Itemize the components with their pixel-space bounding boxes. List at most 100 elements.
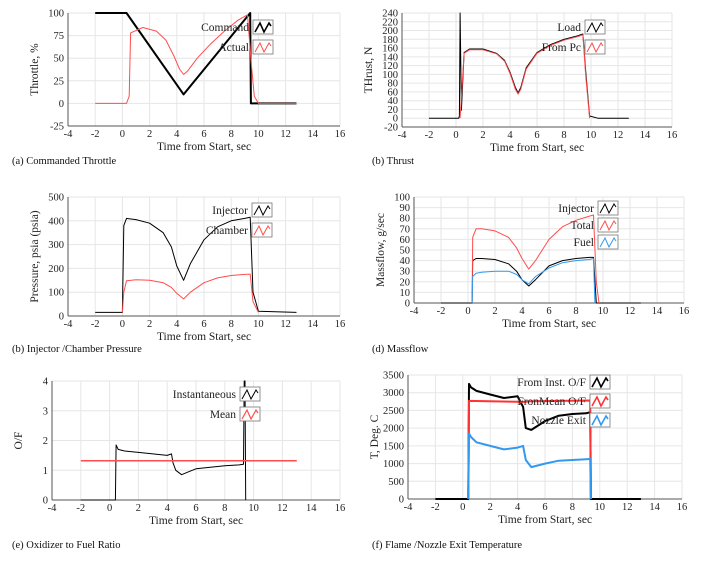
y-tick-label: 3500: [383, 371, 404, 382]
x-tick-label: 6: [201, 319, 206, 330]
chart-panel-3: -4 -2 0 2 4 6 8 10 12 14 16 0 100 200 300 400 500 Time fr…: [29, 193, 345, 344]
y-tick-label: 3000: [383, 388, 404, 399]
legend-label: Injector: [558, 203, 594, 215]
panel-caption: (f) Flame /Nozzle Exit Temperature: [372, 540, 523, 551]
legend-swatch: [586, 41, 604, 54]
x-tick-label: -4: [48, 503, 57, 514]
chart-panel-6: -4 -2 0 2 4 6 8 10 12 14 16 0 500 1000 1500 2000 2500 300…: [369, 371, 687, 527]
y-axis-label: THrust, N: [363, 46, 375, 93]
legend-label: Instantaneous: [173, 389, 237, 401]
legend-swatch: [241, 408, 259, 421]
x-tick-label: 4: [519, 306, 525, 317]
y-tick-label: 100: [48, 9, 64, 20]
legend-swatch: [599, 219, 617, 232]
x-tick-label: 12: [613, 130, 624, 141]
legend-label: Actual: [218, 42, 249, 54]
x-tick-label: 16: [335, 319, 346, 330]
panel-caption: (d) Massflow: [372, 344, 429, 355]
series-line-2: [95, 14, 297, 104]
y-tick-label: 25: [54, 76, 65, 87]
series-line-1: [435, 382, 641, 500]
x-tick-label: 0: [453, 130, 458, 141]
x-tick-label: 12: [277, 503, 288, 514]
y-tick-label: 90: [400, 203, 411, 214]
legend-swatch-box: [252, 19, 274, 35]
y-axis-label: Pressure, psia (psia): [29, 210, 41, 302]
x-tick-label: 14: [306, 503, 317, 514]
x-tick-label: 14: [640, 130, 651, 141]
x-tick-label: 4: [515, 502, 521, 513]
y-tick-label: 140: [382, 52, 398, 63]
x-tick-label: 12: [280, 129, 291, 140]
legend-label: Mean: [210, 409, 236, 421]
x-tick-label: 6: [546, 306, 551, 317]
legend-swatch-box: [597, 217, 619, 233]
x-tick-label: -4: [404, 502, 413, 513]
x-tick-label: 6: [193, 503, 198, 514]
y-tick-label: 200: [382, 26, 398, 37]
legend-swatch: [591, 376, 609, 389]
y-axis-label: Throttle, %: [29, 43, 41, 96]
y-tick-label: 400: [48, 216, 64, 227]
legend-swatch: [254, 21, 272, 34]
x-tick-label: 14: [308, 129, 319, 140]
legend-swatch-box: [589, 374, 611, 390]
series-line-3: [471, 258, 596, 304]
x-tick-label: 0: [465, 306, 470, 317]
y-tick-label: 30: [400, 267, 411, 278]
x-tick-label: -4: [64, 319, 73, 330]
x-tick-label: 8: [570, 502, 575, 513]
x-tick-label: 16: [667, 130, 678, 141]
x-tick-label: 4: [165, 503, 171, 514]
y-tick-label: 50: [54, 54, 65, 65]
y-tick-label: 180: [382, 35, 398, 46]
legend-label: Injector: [212, 205, 248, 217]
legend-label: Fuel: [574, 237, 594, 249]
series-line-1: [441, 256, 641, 304]
x-tick-label: 10: [586, 130, 597, 141]
x-tick-label: 4: [174, 129, 180, 140]
y-tick-label: 1: [43, 466, 48, 477]
legend-swatch-box: [584, 19, 606, 35]
x-tick-label: -4: [398, 130, 407, 141]
x-axis-label: Time from Start, sec: [157, 331, 251, 343]
series-line-2: [121, 273, 259, 313]
x-tick-label: 2: [147, 129, 152, 140]
legend-label: Chamber: [206, 225, 248, 237]
legend-swatch: [591, 395, 609, 408]
x-tick-label: 10: [598, 306, 609, 317]
chart-panel-2: -4 -2 0 2 4 6 8 10 12 14 16-2002040608010012014016…: [363, 9, 677, 155]
y-tick-label: 60: [388, 87, 399, 98]
y-tick-label: 20: [400, 277, 411, 288]
y-tick-label: 0: [393, 114, 398, 125]
legend-swatch: [599, 202, 617, 215]
chart-panel-4: -4 -2 0 2 4 6 8 10 12 14 160102030405060708090100T…: [375, 193, 689, 331]
x-axis-label: Time from Start, sec: [502, 318, 596, 330]
legend-label: From Pc: [542, 42, 581, 54]
y-tick-label: 100: [48, 288, 64, 299]
legend-label: Command: [201, 22, 249, 34]
x-tick-label: -2: [431, 502, 440, 513]
x-tick-label: 8: [573, 306, 578, 317]
legend-label: FronMean O/F: [517, 396, 586, 408]
panel-caption: (a) Commanded Throttle: [12, 156, 117, 167]
y-tick-label: 160: [382, 44, 398, 55]
x-tick-label: 10: [248, 503, 259, 514]
y-tick-label: 0: [399, 495, 404, 506]
series-line-1: [80, 380, 247, 501]
x-tick-label: -2: [76, 503, 85, 514]
legend-swatch-box: [239, 406, 261, 422]
y-tick-label: 120: [382, 61, 398, 72]
y-tick-label: 100: [382, 70, 398, 81]
x-tick-label: 10: [253, 319, 264, 330]
legend-label: From Inst. O/F: [517, 377, 586, 389]
x-axis-label: Time from Start, sec: [498, 514, 592, 526]
x-tick-label: 8: [229, 129, 234, 140]
y-tick-label: 60: [400, 235, 411, 246]
x-tick-label: 8: [229, 319, 234, 330]
series-line-1: [95, 216, 297, 313]
x-axis-label: Time from Start, sec: [490, 142, 584, 154]
x-tick-label: 16: [679, 306, 690, 317]
x-tick-label: 6: [534, 130, 539, 141]
y-tick-label: 20: [388, 105, 399, 116]
